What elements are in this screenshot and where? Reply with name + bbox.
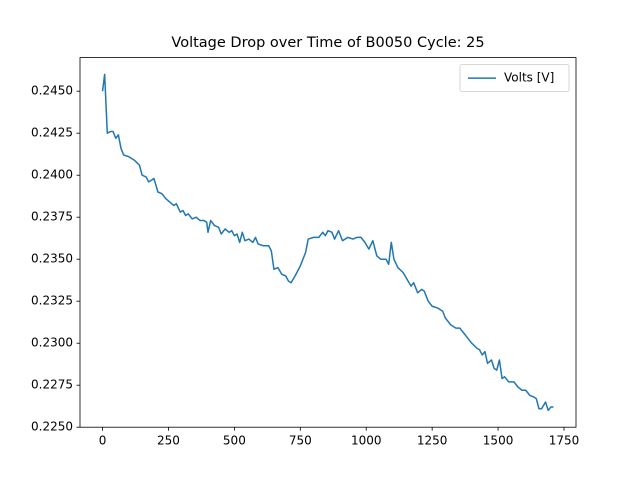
x-tick-label: 1750 bbox=[549, 434, 580, 448]
x-tick-label: 250 bbox=[157, 434, 180, 448]
y-tick-label: 0.2275 bbox=[31, 378, 73, 392]
x-tick-label: 500 bbox=[223, 434, 246, 448]
y-tick-label: 0.2425 bbox=[31, 126, 73, 140]
legend-label: Volts [V] bbox=[504, 71, 554, 85]
chart-title: Voltage Drop over Time of B0050 Cycle: 2… bbox=[171, 35, 484, 51]
y-tick-label: 0.2350 bbox=[31, 252, 73, 266]
axes-frame bbox=[79, 57, 577, 428]
legend-box bbox=[459, 64, 570, 92]
y-tick-label: 0.2375 bbox=[31, 210, 73, 224]
y-tick-label: 0.2450 bbox=[31, 84, 73, 98]
x-tick-label: 0 bbox=[99, 434, 107, 448]
y-tick-label: 0.2300 bbox=[31, 336, 73, 350]
y-tick-label: 0.2325 bbox=[31, 294, 73, 308]
x-tick-label: 750 bbox=[289, 434, 312, 448]
line-series bbox=[101, 73, 554, 412]
y-tick-label: 0.2400 bbox=[31, 168, 73, 182]
x-tick-label: 1500 bbox=[483, 434, 514, 448]
y-tick-label: 0.2250 bbox=[31, 420, 73, 434]
x-tick-label: 1250 bbox=[417, 434, 448, 448]
x-tick-label: 1000 bbox=[351, 434, 382, 448]
